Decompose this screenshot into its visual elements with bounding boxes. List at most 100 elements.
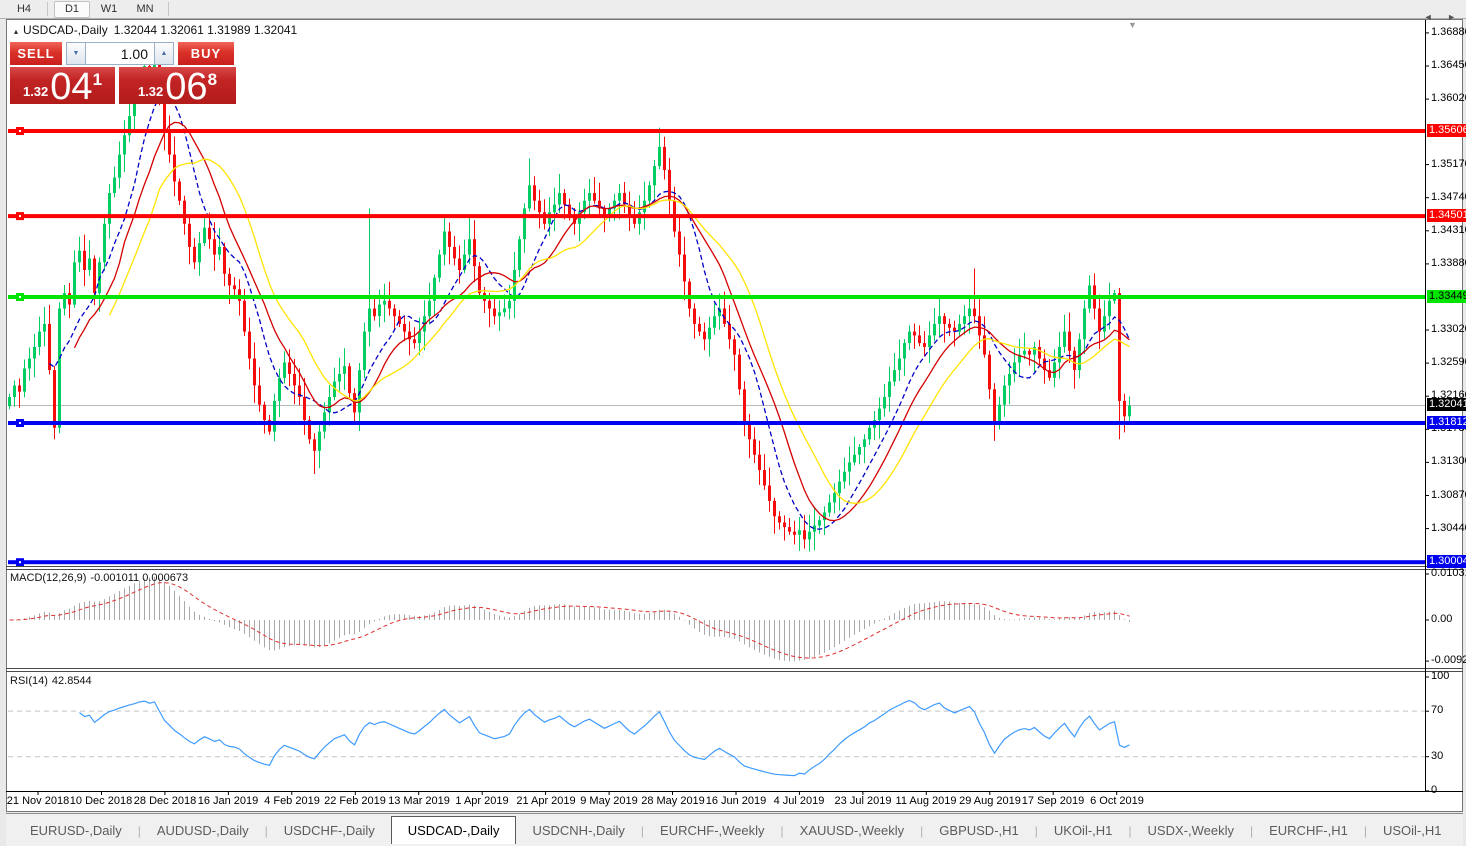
date-tick-label: 10 Dec 2018 xyxy=(69,795,133,807)
rsi-indicator-label: RSI(14) 42.8544 xyxy=(10,675,92,687)
timeframe-button-h4[interactable]: H4 xyxy=(16,3,32,15)
tab-separator: | xyxy=(137,824,141,838)
ask-prefix: 1.32 xyxy=(137,84,164,99)
date-tick-label: 1 Apr 2019 xyxy=(455,795,509,807)
price-tick-label: 1.30870 xyxy=(1431,489,1466,501)
macd-histogram xyxy=(14,576,1130,662)
date-tick-label: 23 Jul 2019 xyxy=(834,795,892,807)
tab-usdcad-daily[interactable]: USDCAD-,Daily xyxy=(390,816,517,844)
tab-scroll-left-icon[interactable]: ◄ xyxy=(1423,12,1433,22)
toolbar-separator xyxy=(168,2,169,16)
timeframe-button-w1[interactable]: W1 xyxy=(100,3,118,15)
date-axis: 21 Nov 2018 10 Dec 2018 28 Dec 2018 16 Jan … xyxy=(0,795,1466,810)
chart-title: ▴ USDCAD-,Daily 1.32044 1.32061 1.31989 1.… xyxy=(14,23,297,37)
level-line xyxy=(8,214,1425,219)
date-tick-label: 16 Jan 2019 xyxy=(197,795,259,807)
tab-separator: | xyxy=(780,824,784,838)
tab-scroll-right-icon[interactable]: ► xyxy=(1447,12,1456,22)
chart-shift-marker-icon[interactable]: ▼ xyxy=(1128,20,1137,30)
collapse-triangle-icon[interactable]: ▴ xyxy=(14,27,19,36)
timeframe-button-mn[interactable]: MN xyxy=(136,3,154,15)
volume-decrease-button[interactable]: ▼ xyxy=(66,42,86,65)
tab-eurchf-h1[interactable]: EURCHF-,H1 xyxy=(1269,823,1348,838)
level-price-label: 1.33449 xyxy=(1427,290,1466,303)
grid-lines xyxy=(8,404,1425,758)
tab-separator: | xyxy=(1363,824,1367,838)
rsi-scale-label: 70 xyxy=(1431,704,1444,716)
date-tick-label: 28 Dec 2018 xyxy=(133,795,197,807)
price-tick-label: 1.36020 xyxy=(1431,92,1466,104)
bid-big-digits: 04 xyxy=(50,66,93,108)
buy-button[interactable]: BUY xyxy=(178,42,234,65)
ma-line-fast-blue xyxy=(49,93,1131,530)
quote-row: 1.32 04 1 1.32 06 8 xyxy=(10,66,236,108)
horizontal-level-lines[interactable] xyxy=(8,127,1425,567)
date-tick-label: 17 Sep 2019 xyxy=(1021,795,1085,807)
date-tick-label: 9 May 2019 xyxy=(580,795,638,807)
tab-usdcnh-daily[interactable]: USDCNH-,Daily xyxy=(532,823,625,838)
tab-separator: | xyxy=(1249,824,1254,838)
date-tick-label: 11 Aug 2019 xyxy=(895,795,957,807)
chart-window[interactable] xyxy=(6,19,1463,812)
ma-line-slow-yellow xyxy=(108,158,1130,504)
bid-prefix: 1.32 xyxy=(22,84,49,99)
level-line xyxy=(8,560,1425,565)
level-line xyxy=(8,295,1425,299)
price-scale: 1.36880 1.36450 1.36020 1.35170 1.34740 1.343… xyxy=(1426,0,1466,812)
ma-line-medium-red xyxy=(73,121,1130,522)
tab-separator: | xyxy=(264,824,268,838)
date-tick-label: 22 Feb 2019 xyxy=(324,795,386,807)
tab-usdchf-daily[interactable]: USDCHF-,Daily xyxy=(283,823,375,838)
timeframe-toolbar: H4 D1 W1 MN xyxy=(0,0,1466,19)
tab-eurusd-daily[interactable]: EURUSD-,Daily xyxy=(30,823,122,838)
tab-gbpusd-h1[interactable]: GBPUSD-,H1 xyxy=(939,823,1019,838)
volume-input[interactable] xyxy=(86,42,154,65)
tab-xauusd-weekly[interactable]: XAUUSD-,Weekly xyxy=(799,823,905,838)
macd-indicator-label: MACD(12,26,9) -0.001011 0.000673 xyxy=(10,572,189,584)
chart-ohlc-values: 1.32044 1.32061 1.31989 1.32041 xyxy=(113,23,298,37)
price-tick-label: 1.32590 xyxy=(1431,356,1466,368)
price-tick-label: 1.33880 xyxy=(1431,257,1466,269)
bid-price-display[interactable]: 1.32 04 1 xyxy=(10,66,115,108)
ask-price-display[interactable]: 1.32 06 8 xyxy=(119,66,236,108)
price-tick-label: 1.34740 xyxy=(1431,191,1466,203)
ask-big-digits: 06 xyxy=(165,66,208,108)
tab-separator: | xyxy=(640,824,645,838)
chart-tab-bar: EURUSD-,Daily | AUDUSD-,Daily | USDCHF-,Dail… xyxy=(6,813,1463,846)
tab-ukoil-h1[interactable]: UKOil-,H1 xyxy=(1053,823,1113,838)
date-tick-label: 4 Jul 2019 xyxy=(773,795,825,807)
sell-button[interactable]: SELL xyxy=(10,42,62,65)
one-click-trade-panel: SELL ▼ ▲ BUY 1.32 04 1 1.32 06 8 xyxy=(10,42,236,108)
chart-symbol-label: USDCAD-,Daily xyxy=(23,23,108,37)
date-tick-label: 4 Feb 2019 xyxy=(264,795,320,807)
date-tick-label: 29 Aug 2019 xyxy=(959,795,1021,807)
tab-separator: | xyxy=(920,824,924,838)
price-tick-label: 1.36880 xyxy=(1431,26,1466,38)
tab-usoil-h1[interactable]: USOil-,H1 xyxy=(1382,823,1442,838)
level-line xyxy=(8,421,1425,425)
tab-audusd-daily[interactable]: AUDUSD-,Daily xyxy=(156,823,249,838)
level-line xyxy=(8,129,1425,133)
volume-increase-button[interactable]: ▲ xyxy=(154,42,174,65)
tab-eurchf-weekly[interactable]: EURCHF-,Weekly xyxy=(660,823,765,838)
price-tick-label: 1.36450 xyxy=(1431,59,1466,71)
macd-signal-line xyxy=(9,582,1130,659)
timeframe-button-d1[interactable]: D1 xyxy=(54,0,90,18)
trade-controls-row: SELL ▼ ▲ BUY xyxy=(10,42,236,65)
rsi-scale-label: 100 xyxy=(1431,670,1450,682)
price-tick-label: 1.35170 xyxy=(1431,158,1466,170)
date-tick-label: 6 Oct 2019 xyxy=(1090,795,1144,807)
date-tick-label: 28 May 2019 xyxy=(641,795,705,807)
bid-pip-digit: 1 xyxy=(92,70,103,89)
level-price-label: 1.34501 xyxy=(1427,209,1466,222)
tab-usdx-weekly[interactable]: USDX-,Weekly xyxy=(1147,823,1234,838)
rsi-scale-label: 30 xyxy=(1431,750,1444,762)
price-tick-label: 1.34310 xyxy=(1431,224,1466,236)
tab-scroll-arrows: ◄ ► xyxy=(1412,12,1456,22)
pane-separators[interactable] xyxy=(6,20,1463,795)
price-tick-label: 1.33020 xyxy=(1431,323,1466,335)
rsi-line xyxy=(79,699,1130,777)
